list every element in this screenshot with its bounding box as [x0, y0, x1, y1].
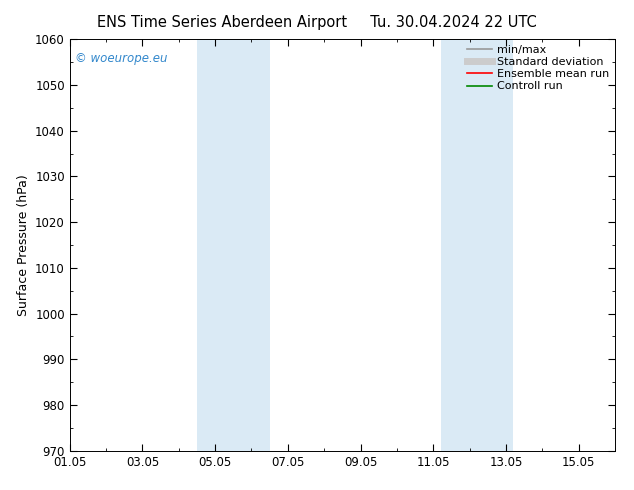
Y-axis label: Surface Pressure (hPa): Surface Pressure (hPa): [16, 174, 30, 316]
Text: ENS Time Series Aberdeen Airport     Tu. 30.04.2024 22 UTC: ENS Time Series Aberdeen Airport Tu. 30.…: [97, 15, 537, 30]
Legend: min/max, Standard deviation, Ensemble mean run, Controll run: min/max, Standard deviation, Ensemble me…: [467, 45, 609, 92]
Text: © woeurope.eu: © woeurope.eu: [75, 51, 167, 65]
Bar: [441, 39, 513, 451]
Bar: [197, 39, 269, 451]
